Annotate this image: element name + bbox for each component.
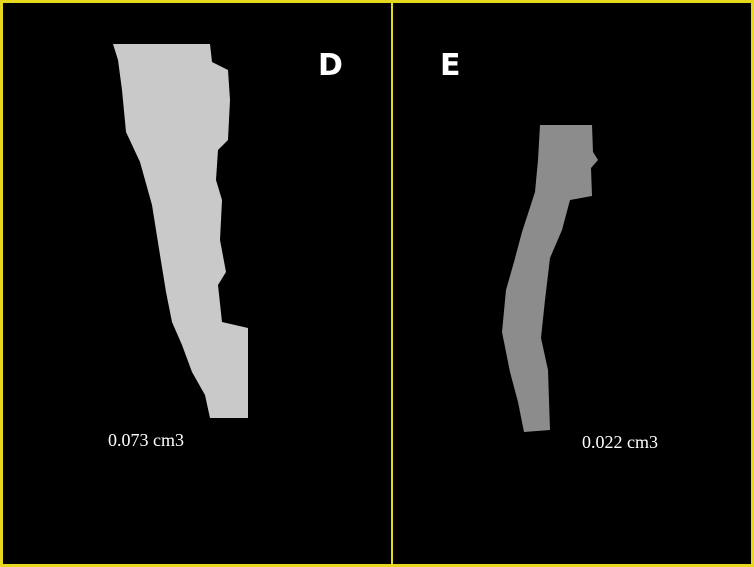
background [0, 0, 754, 567]
figure: D E 0.073 cm3 0.022 cm3 [0, 0, 754, 567]
volume-label: 0.073 cm3 [108, 430, 184, 450]
panel-label: E [440, 48, 461, 83]
page: D E 0.073 cm3 0.022 cm3 (() => { const d… [0, 0, 754, 567]
panel-label: D [318, 48, 343, 83]
volume-label: 0.022 cm3 [582, 432, 658, 452]
